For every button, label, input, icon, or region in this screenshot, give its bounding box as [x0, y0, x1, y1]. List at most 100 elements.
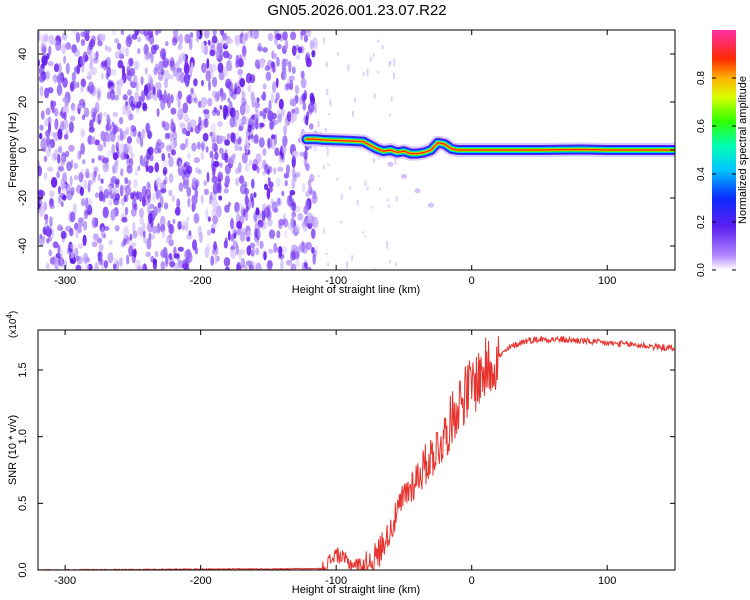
noise-blob [201, 98, 206, 109]
noise-blob [277, 198, 281, 206]
colorbar-tick-label: 0.8 [696, 71, 707, 85]
noise-blob [212, 90, 218, 98]
noise-blob [164, 78, 168, 89]
noise-blob [244, 104, 250, 115]
noise-blob [176, 160, 182, 167]
noise-blob [177, 43, 183, 50]
noise-blob [247, 135, 251, 141]
noise-blob [99, 112, 103, 120]
sparse-point [394, 156, 397, 165]
noise-blob [137, 165, 141, 171]
noise-blob [160, 188, 167, 194]
snr-xtick-label: -100 [325, 575, 347, 587]
snr-xtick-label: 100 [598, 575, 616, 587]
sparse-point [327, 163, 330, 166]
noise-blob [175, 95, 180, 102]
noise-blob [211, 142, 218, 152]
noise-blob [212, 136, 216, 147]
noise-blob [147, 165, 154, 174]
noise-blob [165, 144, 172, 152]
noise-blob [132, 192, 139, 201]
noise-blob [155, 81, 162, 91]
noise-blob [57, 224, 63, 231]
noise-blob [240, 208, 247, 217]
noise-blob [59, 247, 64, 258]
noise-blob [284, 180, 288, 187]
noise-blob [258, 137, 265, 148]
noise-blob [170, 122, 176, 132]
noise-blob [178, 161, 183, 169]
spectrogram-xlabel: Height of straight line (km) [292, 284, 420, 296]
noise-blob [228, 155, 235, 165]
noise-blob [309, 187, 313, 195]
sparse-point [322, 37, 325, 44]
noise-blob [43, 201, 48, 211]
noise-blob [266, 260, 273, 270]
noise-blob [120, 197, 126, 206]
noise-blob [281, 72, 284, 80]
noise-blob [126, 254, 130, 265]
noise-blob [38, 30, 41, 41]
noise-blob [52, 241, 59, 249]
noise-blob [294, 150, 298, 158]
noise-blob [292, 45, 297, 56]
noise-blob [152, 86, 156, 96]
noise-blob [106, 114, 111, 125]
noise-blob [60, 256, 63, 268]
noise-blob [168, 189, 173, 197]
noise-blob [38, 206, 45, 217]
noise-blob [191, 142, 197, 152]
noise-blob [201, 41, 206, 54]
noise-blob [43, 33, 49, 42]
noise-blob [212, 154, 219, 160]
noise-blob [63, 55, 66, 64]
noise-blob [147, 212, 153, 224]
noise-blob [227, 97, 231, 103]
sparse-point [325, 253, 328, 256]
noise-blob [41, 235, 46, 241]
snr-ytick-label: 1.0 [17, 429, 29, 444]
noise-blob [44, 213, 49, 221]
noise-blob [165, 256, 169, 268]
noise-blob [171, 194, 176, 202]
noise-blob [157, 202, 162, 214]
noise-blob [79, 186, 84, 196]
noise-blob [44, 87, 50, 99]
snr-multiplier-base: (x10 [8, 318, 19, 338]
noise-blob [291, 211, 297, 218]
noise-blob [201, 79, 204, 87]
noise-blob [130, 81, 137, 89]
noise-blob [194, 125, 201, 134]
noise-blob [179, 72, 186, 84]
noise-blob [197, 169, 202, 175]
noise-blob [43, 155, 48, 162]
noise-blob [190, 62, 194, 73]
noise-blob [194, 167, 200, 174]
sparse-point [352, 110, 354, 117]
noise-blob [88, 126, 95, 133]
noise-blob [280, 108, 285, 118]
noise-blob [119, 184, 124, 197]
noise-blob [223, 188, 229, 194]
noise-blob [118, 78, 124, 87]
noise-blob [240, 259, 244, 267]
sparse-point [324, 127, 327, 133]
noise-blob [292, 150, 299, 157]
noise-blob [105, 72, 110, 80]
noise-blob [134, 168, 139, 177]
noise-blob [168, 223, 175, 235]
sparse-point [386, 199, 389, 202]
sparse-point [372, 157, 375, 164]
noise-blob [255, 262, 262, 270]
noise-blob [71, 71, 76, 83]
noise-blob [212, 30, 217, 36]
colorbar-tick-label: 0.6 [696, 119, 707, 133]
noise-blob [214, 92, 220, 102]
noise-blob [212, 166, 216, 178]
noise-blob [57, 128, 63, 140]
noise-blob [140, 76, 144, 86]
noise-blob [74, 247, 79, 257]
noise-blob [250, 260, 254, 270]
noise-blob [176, 113, 183, 122]
